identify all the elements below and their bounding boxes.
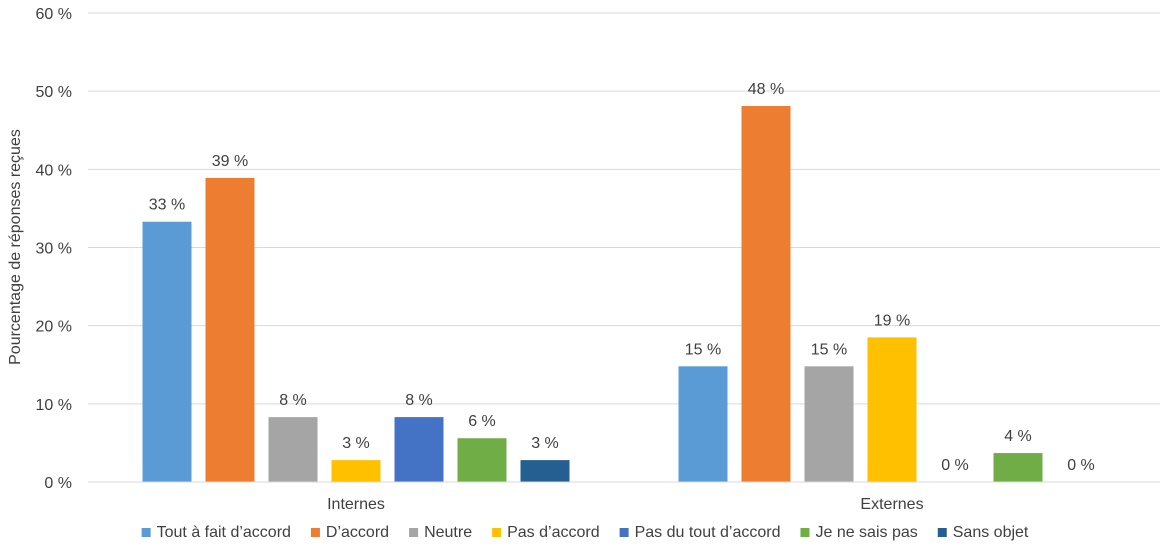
x-category-label: Externes — [860, 496, 923, 513]
value-label: 0 % — [1067, 457, 1095, 474]
bar-internes-1 — [205, 177, 255, 482]
y-tick-label: 10 % — [36, 397, 72, 414]
y-tick-label: 50 % — [36, 84, 72, 101]
value-label: 8 % — [405, 392, 433, 409]
value-label: 3 % — [342, 435, 370, 452]
category-labels: Internes Externes — [327, 496, 923, 513]
value-label: 15 % — [811, 341, 847, 358]
x-category-label: Internes — [327, 496, 385, 513]
bar-internes-2 — [268, 417, 318, 482]
value-label: 48 % — [748, 81, 784, 98]
y-tick-label: 20 % — [36, 319, 72, 336]
legend-swatch — [310, 528, 320, 537]
bar-externes-0 — [678, 366, 728, 482]
legend-label: D’accord — [326, 524, 389, 541]
value-label: 39 % — [212, 153, 248, 170]
legend-item: D’accord — [310, 524, 389, 541]
legend-swatch — [800, 528, 810, 537]
bar-internes-3 — [331, 460, 381, 482]
y-axis-label: Pourcentage de réponses reçues — [7, 129, 24, 365]
legend-label: Tout à fait d’accord — [157, 524, 291, 541]
legend-swatch — [619, 528, 629, 537]
bar-externes-2 — [804, 366, 854, 482]
legend-item: Pas du tout d’accord — [619, 524, 781, 541]
value-label: 8 % — [279, 392, 307, 409]
bar-internes-0 — [142, 221, 192, 482]
gridlines — [88, 12, 1160, 405]
legend-label: Sans objet — [953, 524, 1029, 541]
value-label: 0 % — [941, 457, 969, 474]
value-label: 4 % — [1004, 428, 1032, 445]
legend-swatch — [937, 528, 947, 537]
y-tick-label: 40 % — [36, 162, 72, 179]
y-axis-ticks: 0 % 10 % 20 % 30 % 40 % 50 % 60 % — [36, 6, 72, 492]
legend-item: Pas d’accord — [492, 524, 600, 541]
legend-label: Pas du tout d’accord — [635, 524, 781, 541]
bar-internes-6 — [520, 460, 570, 482]
bar-externes-3 — [867, 337, 917, 482]
value-label: 15 % — [685, 341, 721, 358]
bar-internes-4 — [394, 417, 444, 482]
bars — [142, 106, 1043, 482]
value-label: 33 % — [149, 197, 185, 214]
legend-swatch — [409, 528, 419, 537]
legend-label: Je ne sais pas — [815, 524, 917, 541]
bar-externes-5 — [993, 453, 1043, 482]
y-tick-label: 0 % — [44, 475, 72, 492]
value-labels: 33 % 39 % 8 % 3 % 8 % 6 % 3 % 15 % 48 % 15 % 19 % 0… — [149, 81, 1095, 474]
legend-label: Pas d’accord — [507, 524, 600, 541]
legend: Tout à fait d’accord D’accord Neutre Pas d’… — [141, 524, 1029, 541]
legend-swatch — [492, 528, 502, 537]
legend-label: Neutre — [424, 524, 472, 541]
value-label: 6 % — [468, 413, 496, 430]
bar-externes-1 — [741, 106, 791, 482]
bar-internes-5 — [457, 438, 507, 482]
value-label: 19 % — [874, 312, 910, 329]
legend-item: Neutre — [409, 524, 472, 541]
legend-item: Tout à fait d’accord — [141, 524, 291, 541]
legend-item: Sans objet — [937, 524, 1029, 541]
y-tick-label: 60 % — [36, 6, 72, 23]
legend-swatch — [141, 528, 151, 537]
value-label: 3 % — [531, 435, 559, 452]
legend-item: Je ne sais pas — [800, 524, 918, 541]
y-tick-label: 30 % — [36, 241, 72, 258]
